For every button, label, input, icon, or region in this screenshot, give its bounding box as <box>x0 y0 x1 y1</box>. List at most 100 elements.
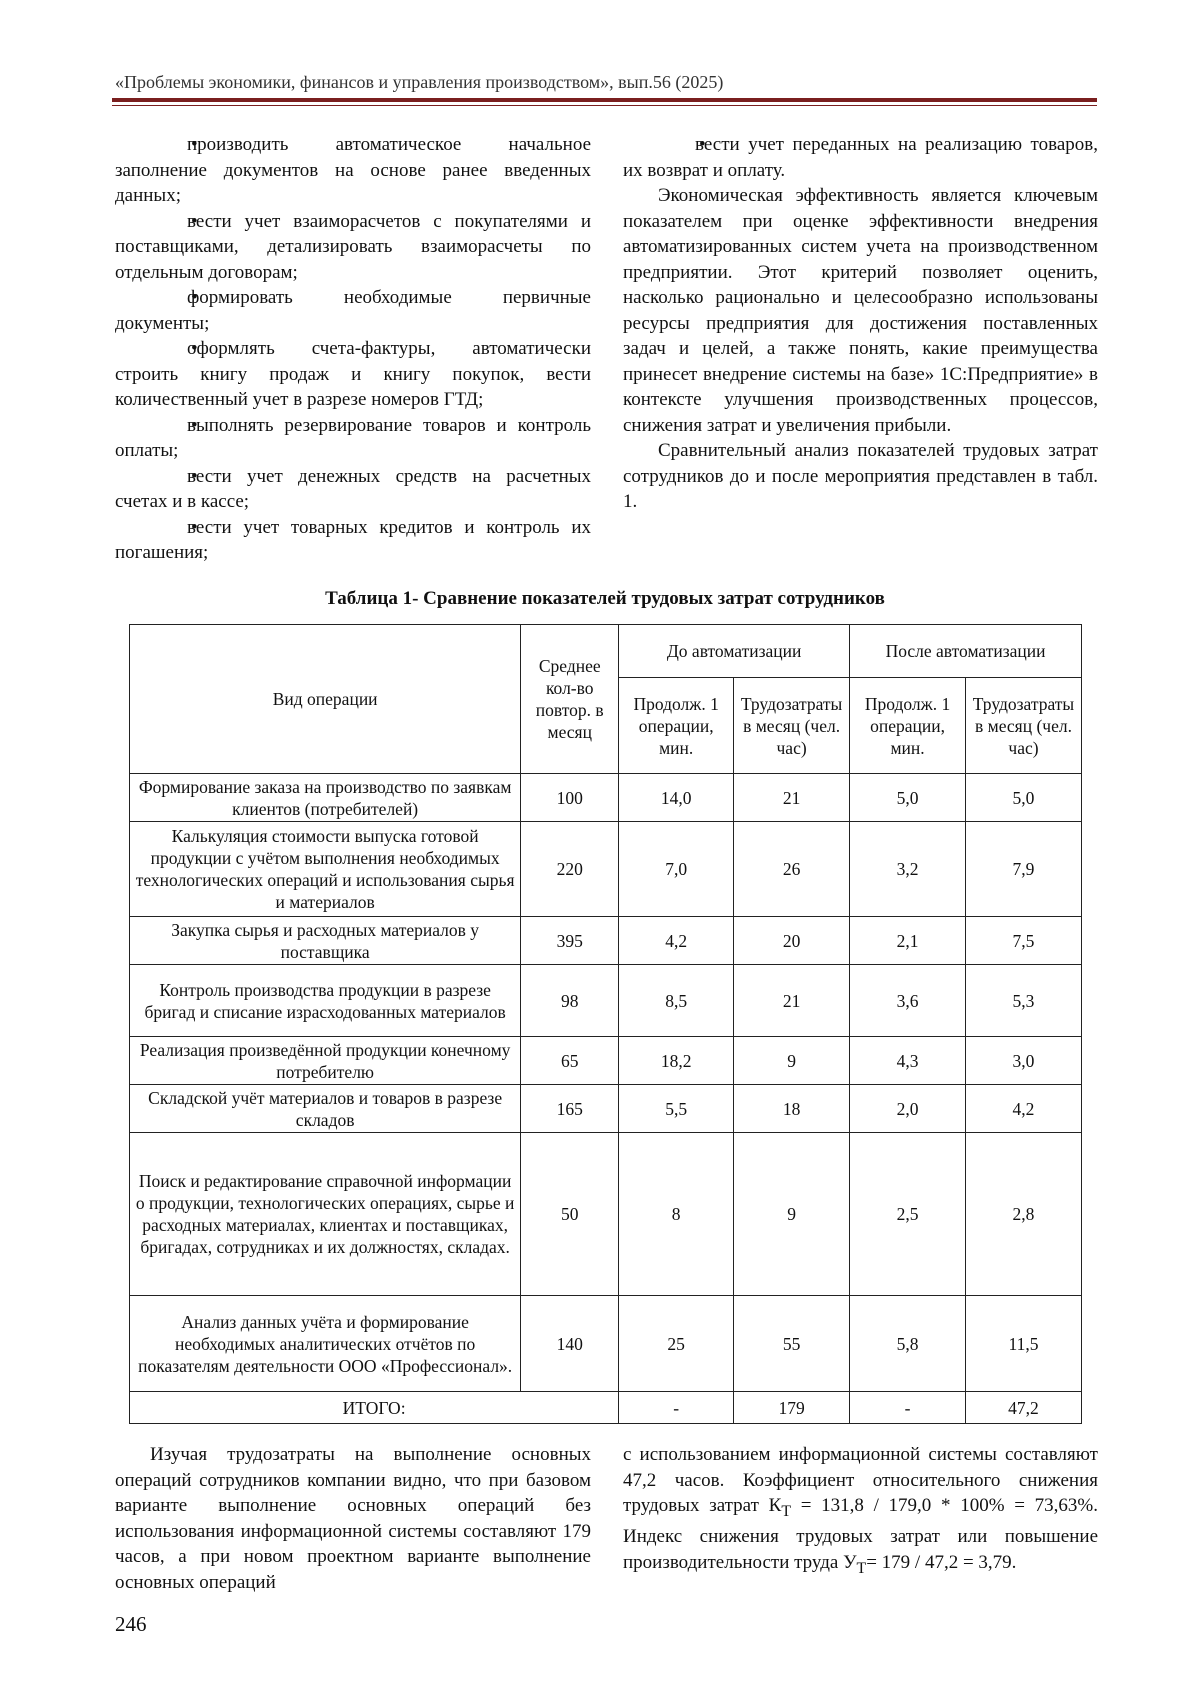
cell-operation: Поиск и редактирование справочной информ… <box>128 1132 522 1296</box>
bullet-icon: • <box>699 134 706 155</box>
header-duration-after: Продолж. 1 операции, мин. <box>849 677 966 774</box>
left-column: •производить автоматическое начальное за… <box>115 132 591 566</box>
cell-total-labor-after: 47,2 <box>964 1391 1083 1424</box>
cell-duration-after: 2,1 <box>849 916 966 965</box>
cell-avg: 165 <box>520 1084 620 1133</box>
cell-labor-after: 7,9 <box>964 821 1083 917</box>
cell-labor-before: 21 <box>733 773 851 822</box>
header-after: После автоматизации <box>849 624 1082 678</box>
cell-labor-before: 18 <box>733 1084 851 1133</box>
table-row: Поиск и редактирование справочной информ… <box>128 1132 1083 1296</box>
cell-labor-after: 7,5 <box>964 916 1083 965</box>
table-row: Формирование заказа на производство по з… <box>128 773 1083 822</box>
bullet-icon: • <box>191 210 198 232</box>
header-rule-thick <box>112 98 1097 102</box>
cell-labor-before: 9 <box>733 1036 851 1085</box>
cell-duration-after: 2,5 <box>849 1132 966 1296</box>
cell-labor-before: 9 <box>733 1132 851 1296</box>
table-caption: Таблица 1- Сравнение показателей трудовы… <box>325 588 885 609</box>
bottom-left-column: Изучая трудозатраты на выполнение основн… <box>115 1442 591 1595</box>
bullet-item: •производить автоматическое начальное за… <box>115 134 591 206</box>
cell-duration-before: 14,0 <box>618 773 735 822</box>
bullet-icon: • <box>191 338 198 359</box>
bullet-item: •формировать необходимые первичные докум… <box>115 287 591 334</box>
cell-duration-after: 5,8 <box>849 1295 966 1392</box>
cell-duration-before: 18,2 <box>618 1036 735 1085</box>
header-labor-after: Трудозатраты в месяц (чел. час) <box>964 677 1083 774</box>
header-before: До автоматизации <box>618 624 851 678</box>
bullet-icon: • <box>191 465 198 487</box>
bullet-item: •вести учет денежных средств на расчетны… <box>115 465 591 513</box>
running-header: «Проблемы экономики, финансов и управлен… <box>115 72 724 92</box>
table-row: Реализация произведённой продукции конеч… <box>128 1036 1083 1085</box>
bullet-item: •вести учет взаиморасчетов с покупателям… <box>115 210 591 283</box>
cell-duration-after: 2,0 <box>849 1084 966 1133</box>
cell-labor-after: 11,5 <box>964 1295 1083 1392</box>
cell-total-duration-before: - <box>618 1391 735 1424</box>
cell-avg: 395 <box>520 916 620 965</box>
header-rule-thin <box>112 105 1097 106</box>
table-row: Закупка сырья и расходных материалов у п… <box>128 916 1083 965</box>
cell-labor-before: 26 <box>733 821 851 917</box>
page-number: 246 <box>115 1612 147 1636</box>
paragraph-coefficients: с использованием информационной системы … <box>623 1444 1098 1577</box>
table-subheader-row: Продолж. 1 операции, мин. Трудозатраты в… <box>130 677 1083 774</box>
cell-duration-before: 25 <box>618 1295 735 1392</box>
cell-avg: 65 <box>520 1036 620 1085</box>
cell-labor-before: 21 <box>733 964 851 1037</box>
cell-labor-after: 3,0 <box>964 1036 1083 1085</box>
table-total-row: ИТОГО: - 179 - 47,2 <box>128 1391 1083 1424</box>
bullet-item: •вести учет товарных кредитов и контроль… <box>115 516 591 564</box>
right-column: •вести учет переданных на реализацию тов… <box>623 132 1098 515</box>
cell-duration-after: 3,6 <box>849 964 966 1037</box>
cell-labor-after: 2,8 <box>964 1132 1083 1296</box>
paragraph-analysis: Изучая трудозатраты на выполнение основн… <box>115 1444 591 1593</box>
bullet-icon: • <box>191 134 198 155</box>
header-labor-before: Трудозатраты в месяц (чел. час) <box>733 677 851 774</box>
header-avg-count: Среднее кол-во повтор. в месяц <box>520 624 620 774</box>
cell-total-duration-after: - <box>849 1391 966 1424</box>
bullet-icon: • <box>191 287 198 308</box>
bullet-icon: • <box>191 414 198 436</box>
cell-operation: Реализация произведённой продукции конеч… <box>128 1036 522 1085</box>
cell-avg: 220 <box>520 821 620 917</box>
cell-avg: 100 <box>520 773 620 822</box>
cell-avg: 140 <box>520 1295 620 1392</box>
header-duration-before: Продолж. 1 операции, мин. <box>618 677 735 774</box>
table-row: Калькуляция стоимости выпуска готовой пр… <box>128 821 1083 917</box>
cell-operation: Складской учёт материалов и товаров в ра… <box>128 1084 522 1133</box>
cell-operation: Закупка сырья и расходных материалов у п… <box>128 916 522 965</box>
cell-operation: Калькуляция стоимости выпуска готовой пр… <box>128 821 522 917</box>
cell-operation: Анализ данных учёта и формирование необх… <box>128 1295 522 1392</box>
cell-labor-before: 55 <box>733 1295 851 1392</box>
bullet-item: •оформлять счета-фактуры, автоматически … <box>115 338 591 410</box>
cell-operation: Контроль производства продукции в разрез… <box>128 964 522 1037</box>
cell-operation: Формирование заказа на производство по з… <box>128 773 522 822</box>
paragraph-efficiency: Экономическая эффективность является клю… <box>623 185 1098 436</box>
table-row: Складской учёт материалов и товаров в ра… <box>128 1084 1083 1133</box>
header-operation: Вид операции <box>128 624 522 774</box>
cell-duration-before: 4,2 <box>618 916 735 965</box>
table-header-row: Вид операции Среднее кол-во повтор. в ме… <box>128 624 1082 774</box>
table-row: Анализ данных учёта и формирование необх… <box>128 1295 1083 1392</box>
cell-duration-before: 5,5 <box>618 1084 735 1133</box>
cell-total-label: ИТОГО: <box>128 1391 620 1424</box>
cell-duration-after: 3,2 <box>849 821 966 917</box>
cell-duration-before: 8 <box>618 1132 735 1296</box>
paragraph-comparison: Сравнительный анализ показателей трудовы… <box>623 440 1098 512</box>
bullet-item: •выполнять резервирование товаров и конт… <box>115 414 591 462</box>
cell-labor-before: 20 <box>733 916 851 965</box>
cell-duration-before: 7,0 <box>618 821 735 917</box>
cell-avg: 50 <box>520 1132 620 1296</box>
cell-duration-before: 8,5 <box>618 964 735 1037</box>
table-row: Контроль производства продукции в разрез… <box>128 964 1083 1037</box>
bottom-right-column: с использованием информационной системы … <box>623 1442 1098 1581</box>
cell-total-labor-before: 179 <box>733 1391 851 1424</box>
cell-labor-after: 4,2 <box>964 1084 1083 1133</box>
bullet-icon: • <box>191 516 198 538</box>
labor-cost-table: Вид операции Среднее кол-во повтор. в ме… <box>128 624 1083 1424</box>
cell-duration-after: 4,3 <box>849 1036 966 1085</box>
cell-labor-after: 5,3 <box>964 964 1083 1037</box>
cell-avg: 98 <box>520 964 620 1037</box>
